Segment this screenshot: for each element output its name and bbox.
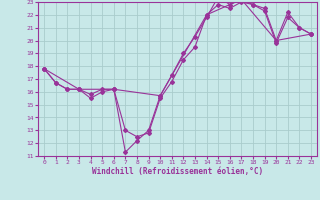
X-axis label: Windchill (Refroidissement éolien,°C): Windchill (Refroidissement éolien,°C) <box>92 167 263 176</box>
